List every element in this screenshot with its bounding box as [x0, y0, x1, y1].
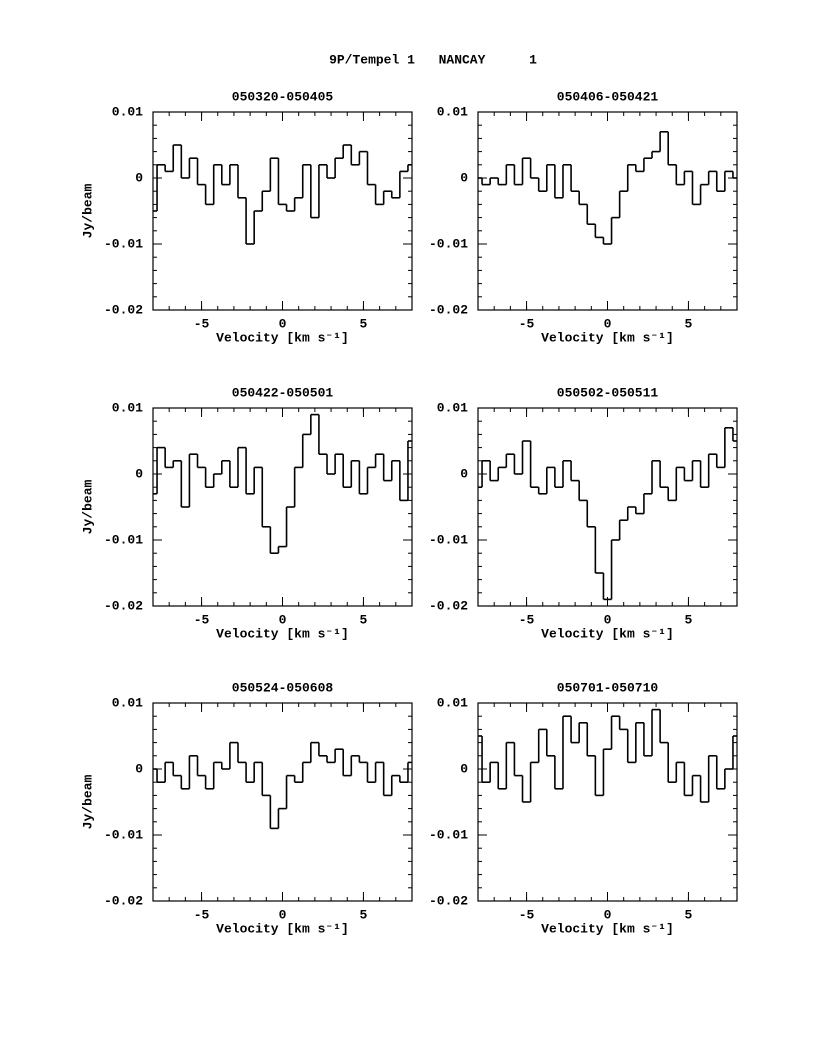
y-tick-label: -0.02: [429, 598, 468, 613]
y-tick-label: 0.01: [437, 104, 468, 119]
plot-frame: [477, 407, 738, 607]
y-tick-label: -0.01: [104, 236, 143, 251]
plot-frame: [477, 111, 738, 311]
y-tick-label: 0.01: [437, 695, 468, 710]
x-axis-label: Velocity [km s⁻¹]: [541, 626, 674, 641]
plot-frame: [477, 702, 738, 902]
x-tick-label: 5: [360, 316, 368, 331]
page-title: 9P/Tempel 1: [329, 52, 415, 67]
y-tick-label: -0.02: [429, 893, 468, 908]
y-tick-label: -0.01: [429, 532, 468, 547]
y-tick-label: -0.02: [104, 302, 143, 317]
x-tick-label: -5: [194, 612, 210, 627]
y-tick-label: -0.01: [429, 236, 468, 251]
x-tick-label: 5: [360, 612, 368, 627]
y-tick-label: 0: [135, 761, 143, 776]
x-tick-label: -5: [519, 316, 535, 331]
page-site: NANCAY: [439, 52, 486, 67]
x-tick-label: 5: [360, 907, 368, 922]
y-tick-label: -0.02: [104, 598, 143, 613]
panel-title: 050406-050421: [557, 89, 659, 104]
panel-title: 050524-050608: [232, 680, 334, 695]
y-tick-label: 0: [135, 466, 143, 481]
y-tick-label: 0: [460, 170, 468, 185]
y-tick-label: 0: [460, 466, 468, 481]
page-number: 1: [529, 52, 537, 67]
panel-title: 050502-050511: [557, 385, 659, 400]
y-tick-label: 0.01: [112, 400, 143, 415]
y-tick-label: 0.01: [437, 400, 468, 415]
y-tick-label: 0.01: [112, 695, 143, 710]
y-tick-label: -0.02: [429, 302, 468, 317]
x-tick-label: -5: [194, 316, 210, 331]
panel-title: 050320-050405: [232, 89, 334, 104]
x-axis-label: Velocity [km s⁻¹]: [216, 921, 349, 936]
x-tick-label: 0: [279, 612, 287, 627]
y-axis-label: Jy/beam: [80, 479, 95, 534]
x-tick-label: -5: [519, 612, 535, 627]
x-axis-label: Velocity [km s⁻¹]: [216, 330, 349, 345]
x-axis-label: Velocity [km s⁻¹]: [541, 330, 674, 345]
x-tick-label: 0: [604, 612, 612, 627]
x-tick-label: -5: [519, 907, 535, 922]
y-tick-label: -0.01: [104, 532, 143, 547]
y-tick-label: 0.01: [112, 104, 143, 119]
x-tick-label: 0: [604, 316, 612, 331]
y-axis-label: Jy/beam: [80, 183, 95, 238]
panel-title: 050701-050710: [557, 680, 659, 695]
plot-frame: [152, 702, 413, 902]
y-tick-label: 0: [135, 170, 143, 185]
plot-frame: [152, 407, 413, 607]
x-tick-label: 0: [279, 907, 287, 922]
x-tick-label: -5: [194, 907, 210, 922]
y-axis-label: Jy/beam: [80, 774, 95, 829]
y-tick-label: 0: [460, 761, 468, 776]
x-tick-label: 5: [685, 907, 693, 922]
y-tick-label: -0.01: [429, 827, 468, 842]
panel-title: 050422-050501: [232, 385, 334, 400]
x-tick-label: 0: [279, 316, 287, 331]
y-tick-label: -0.02: [104, 893, 143, 908]
x-tick-label: 5: [685, 612, 693, 627]
x-axis-label: Velocity [km s⁻¹]: [216, 626, 349, 641]
x-tick-label: 0: [604, 907, 612, 922]
y-tick-label: -0.01: [104, 827, 143, 842]
x-tick-label: 5: [685, 316, 693, 331]
x-axis-label: Velocity [km s⁻¹]: [541, 921, 674, 936]
plot-frame: [152, 111, 413, 311]
